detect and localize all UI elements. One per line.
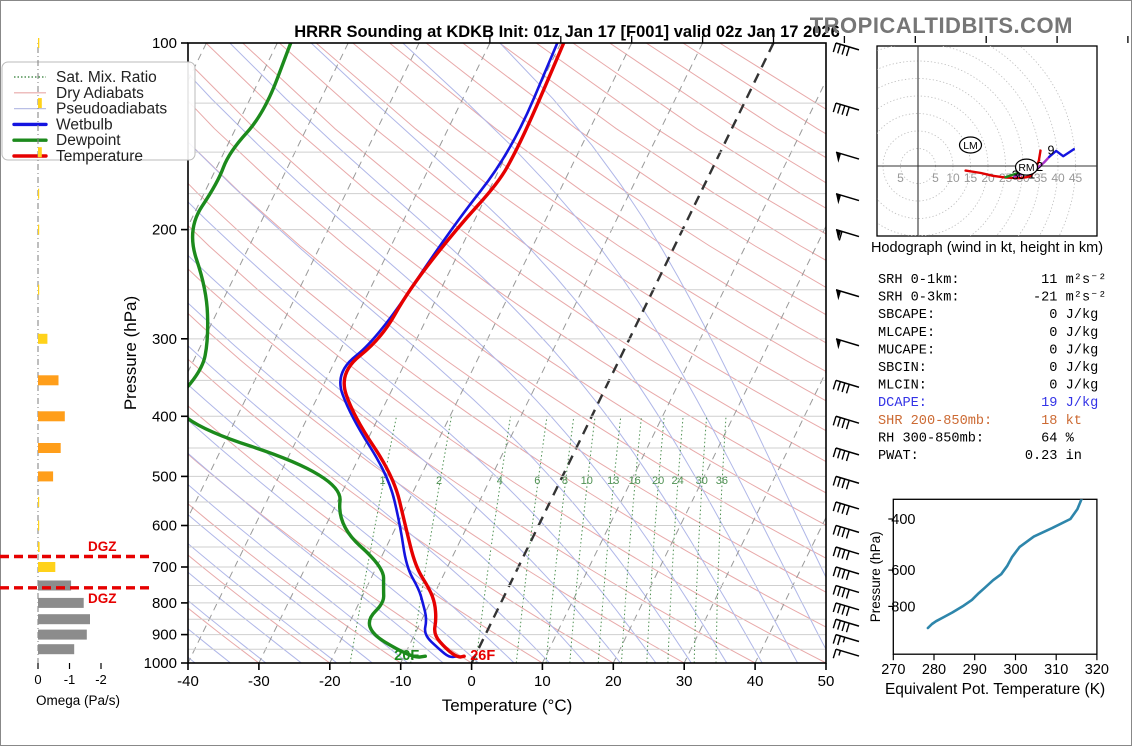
svg-text:26F: 26F [470,648,495,664]
svg-text:10: 10 [581,475,593,487]
svg-text:MLCAPE: 0 J/kg: MLCAPE: 0 J/kg [878,326,1098,341]
svg-text:500: 500 [152,468,177,485]
svg-text:300: 300 [152,331,177,348]
svg-text:8: 8 [562,475,568,487]
svg-text:16: 16 [629,475,641,487]
svg-text:280: 280 [922,662,946,678]
svg-text:290: 290 [963,662,987,678]
svg-text:800: 800 [891,599,915,615]
svg-text:400: 400 [891,512,915,528]
svg-text:1: 1 [379,475,385,487]
svg-text:20F: 20F [394,648,419,664]
svg-text:9: 9 [1048,143,1055,157]
svg-text:600: 600 [891,563,915,579]
svg-text:600: 600 [152,518,177,535]
svg-text:DCAPE: 19 J/kg: DCAPE: 19 J/kg [878,396,1098,411]
svg-text:270: 270 [881,662,905,678]
svg-text:2: 2 [436,475,442,487]
svg-text:HRRR Sounding at KDKB Init: 01: HRRR Sounding at KDKB Init: 01z Jan 17 [… [294,23,840,41]
svg-text:5: 5 [897,171,904,185]
svg-text:4: 4 [497,475,503,487]
svg-text:36: 36 [716,475,728,487]
svg-text:DGZ: DGZ [88,591,117,606]
svg-text:24: 24 [671,475,683,487]
svg-text:1000: 1000 [144,655,177,672]
svg-text:300: 300 [1003,662,1027,678]
svg-text:SRH 0-3km: -21 m²s⁻²: SRH 0-3km: -21 m²s⁻² [878,291,1106,306]
svg-text:5: 5 [932,171,939,185]
svg-text:RH 300-850mb: 64 %: RH 300-850mb: 64 % [878,431,1075,446]
svg-text:DGZ: DGZ [88,539,117,554]
svg-text:900: 900 [152,627,177,644]
svg-text:-2: -2 [95,672,107,687]
svg-text:RM: RM [1018,162,1034,174]
svg-text:Pressure (hPa): Pressure (hPa) [121,296,140,410]
svg-text:LM: LM [963,140,978,152]
svg-text:310: 310 [1044,662,1068,678]
svg-text:400: 400 [152,408,177,425]
svg-text:Temperature: Temperature [56,148,143,165]
svg-text:Omega (Pa/s): Omega (Pa/s) [36,693,120,708]
svg-text:100: 100 [152,35,177,52]
svg-text:10: 10 [534,673,551,690]
svg-text:Dry Adiabats: Dry Adiabats [56,85,144,102]
svg-text:30: 30 [676,673,693,690]
svg-text:TROPICALTIDBITS.COM: TROPICALTIDBITS.COM [810,13,1073,38]
svg-text:MLCIN: 0 J/kg: MLCIN: 0 J/kg [878,379,1098,394]
svg-text:20: 20 [652,475,664,487]
svg-text:Dewpoint: Dewpoint [56,132,121,149]
svg-text:SRH 0-1km: 11 m²s⁻²: SRH 0-1km: 11 m²s⁻² [878,273,1106,288]
svg-text:0: 0 [34,672,41,687]
svg-text:MUCAPE: 0 J/kg: MUCAPE: 0 J/kg [878,343,1098,358]
svg-text:Hodograph (wind in kt, height: Hodograph (wind in kt, height in km) [871,240,1103,256]
svg-text:20: 20 [605,673,622,690]
svg-text:200: 200 [152,222,177,239]
svg-text:40: 40 [1051,171,1065,185]
svg-text:PWAT: 0.23 in: PWAT: 0.23 in [878,449,1082,464]
svg-text:40: 40 [747,673,764,690]
svg-text:50: 50 [818,673,835,690]
svg-text:700: 700 [152,559,177,576]
svg-text:Equivalent Pot. Temperature (K: Equivalent Pot. Temperature (K) [885,681,1105,698]
svg-text:SBCIN: 0 J/kg: SBCIN: 0 J/kg [878,361,1098,376]
svg-text:-30: -30 [248,673,270,690]
svg-text:Wetbulb: Wetbulb [56,116,113,133]
svg-text:Temperature (°C): Temperature (°C) [442,696,573,715]
svg-text:Pseudoadiabats: Pseudoadiabats [56,101,167,118]
svg-text:45: 45 [1069,171,1083,185]
svg-text:Sat. Mix. Ratio: Sat. Mix. Ratio [56,69,157,86]
svg-text:Pressure (hPa): Pressure (hPa) [868,531,883,622]
svg-text:30: 30 [696,475,708,487]
svg-text:6: 6 [534,475,540,487]
svg-text:10: 10 [946,171,960,185]
svg-text:-10: -10 [390,673,412,690]
svg-text:SBCAPE: 0 J/kg: SBCAPE: 0 J/kg [878,308,1098,323]
svg-text:320: 320 [1085,662,1109,678]
svg-text:13: 13 [607,475,619,487]
svg-text:800: 800 [152,595,177,612]
svg-text:0: 0 [467,673,475,690]
svg-text:-20: -20 [319,673,341,690]
svg-text:-1: -1 [64,672,76,687]
svg-text:-40: -40 [177,673,199,690]
svg-text:SHR 200-850mb: 18 kt: SHR 200-850mb: 18 kt [878,414,1082,429]
